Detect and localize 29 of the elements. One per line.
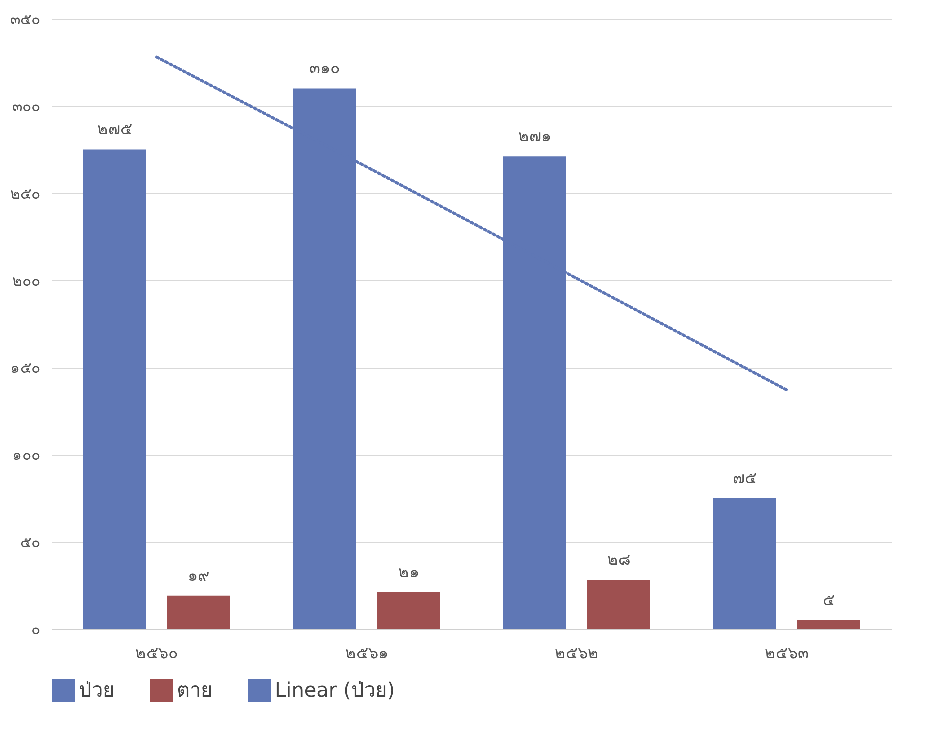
bar [714, 498, 776, 629]
data-label: ๗๕ [733, 468, 757, 488]
y-tick-label: ๒๕๐ [10, 184, 40, 203]
x-tick-label: ๒๕๖๐ [136, 644, 178, 662]
legend-label: ตาย [177, 678, 213, 702]
y-tick-label: ๑๐๐ [12, 446, 40, 464]
bar [588, 580, 650, 629]
data-label: ๓๑๐ [310, 58, 340, 78]
data-label: ๒๘ [608, 550, 630, 570]
y-tick-label: ๒๐๐ [12, 272, 40, 290]
x-tick-label: ๒๕๖๒ [555, 644, 599, 662]
y-tick-label: ๑๕๐ [10, 359, 40, 378]
bar [378, 592, 440, 629]
y-tick-label: ๓๕๐ [10, 10, 40, 28]
y-tick-label: ๐ [32, 620, 40, 638]
data-label: ๑๙ [188, 566, 210, 585]
bar [798, 620, 860, 629]
data-label: ๕ [823, 590, 835, 610]
legend-label: Linear (ป่วย) [275, 678, 396, 702]
y-tick-label: ๓๐๐ [12, 98, 40, 116]
x-tick-label: ๒๕๖๑ [346, 644, 388, 662]
data-label: ๒๗๕ [98, 120, 132, 139]
data-label: ๒๗๑ [518, 126, 552, 146]
bar [84, 150, 146, 629]
x-tick-label: ๒๕๖๓ [765, 644, 809, 662]
bar [168, 596, 230, 629]
data-label: ๒๑ [398, 562, 420, 582]
legend-label: ป่วย [79, 678, 115, 702]
y-tick-label: ๕๐ [20, 533, 40, 552]
